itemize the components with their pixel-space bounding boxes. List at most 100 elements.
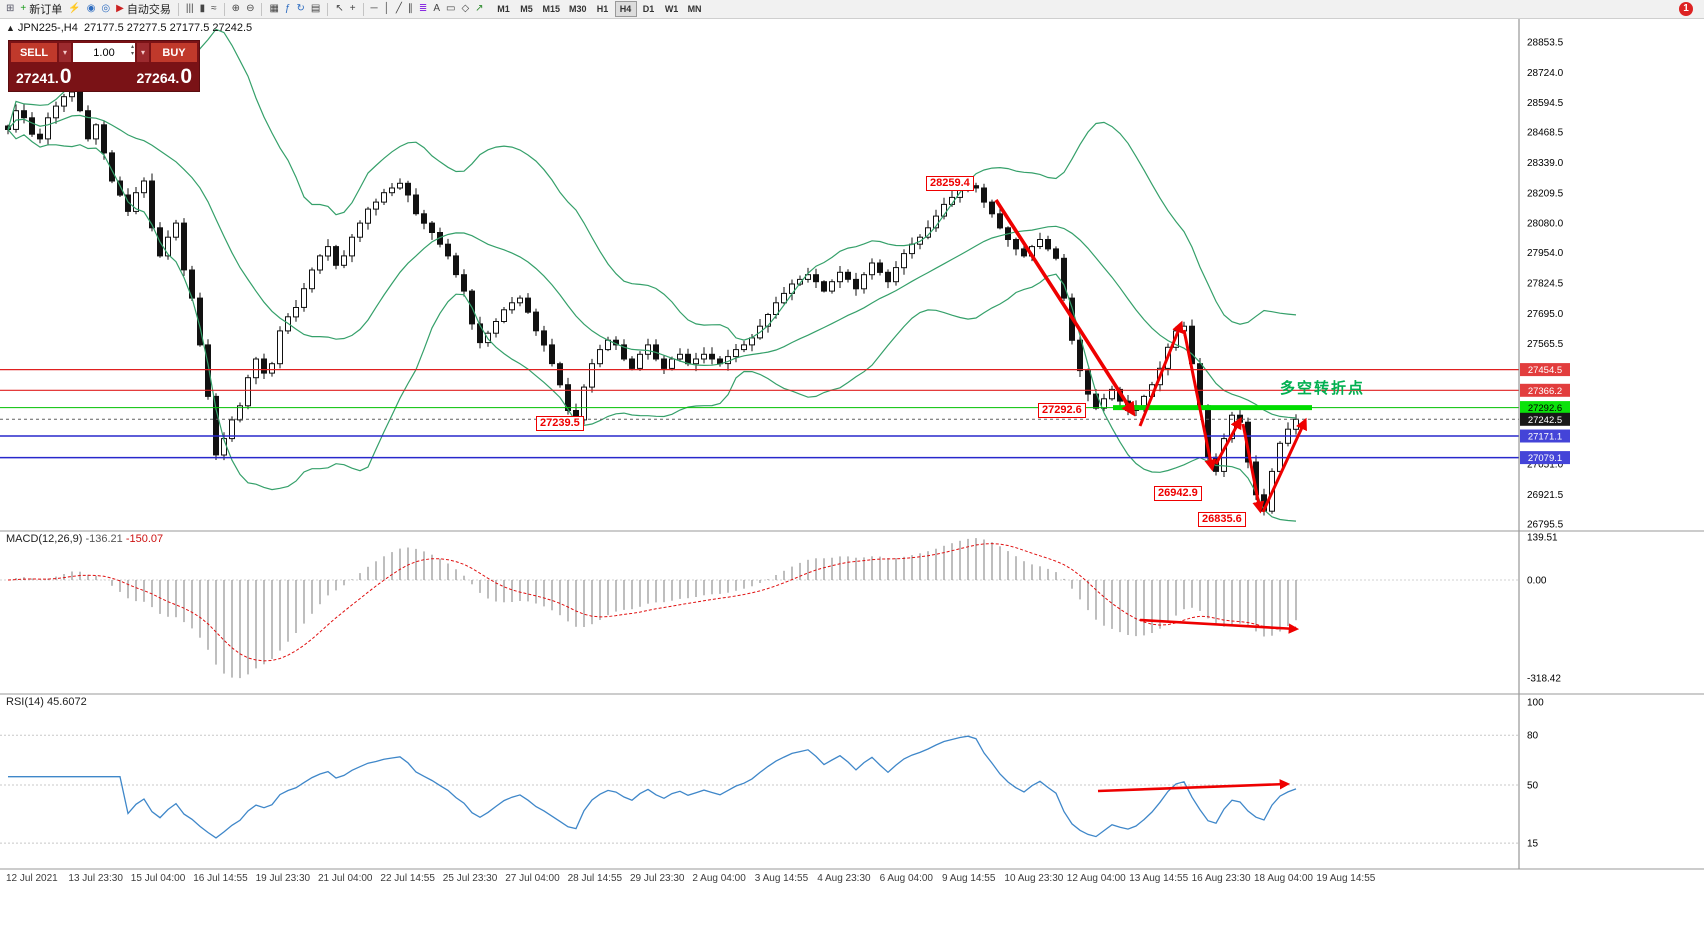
trend-arrow: [1097, 779, 1291, 793]
templates-button[interactable]: ▤: [308, 1, 323, 18]
price-callout[interactable]: 27239.5: [536, 416, 584, 431]
trend-arrow: [994, 199, 1136, 417]
svg-text:19 Jul 23:30: 19 Jul 23:30: [256, 873, 311, 884]
rsi-panel: 100 80 50 15: [0, 698, 1544, 850]
vertical-line-icon: │: [383, 3, 390, 14]
candlestick-chart-icon: ▮: [199, 3, 206, 14]
sell-dropdown-icon[interactable]: ▾: [59, 43, 71, 62]
tile-windows-icon: ▦: [269, 3, 279, 14]
buy-button[interactable]: BUY: [151, 43, 197, 62]
new-chart-button[interactable]: ⊞: [3, 1, 17, 18]
axes: 28853.5 28724.0 28594.5 28468.5 28339.0 28209…: [0, 18, 1704, 884]
shapes-button[interactable]: ◇: [458, 1, 472, 18]
market-watch-button[interactable]: ◉: [84, 1, 99, 18]
price-callout[interactable]: 26942.9: [1154, 486, 1202, 501]
indicators-icon: ƒ: [284, 3, 291, 14]
candlesticks: [5, 85, 1299, 516]
fibonacci-icon: ≣: [418, 3, 428, 14]
svg-text:13 Jul 23:30: 13 Jul 23:30: [68, 873, 123, 884]
text-label-button[interactable]: ▭: [443, 1, 458, 18]
fibonacci-button[interactable]: ≣: [416, 1, 430, 18]
symbol-ohlc-text: JPN225-,H4 27177.5 27277.5 27177.5 27242…: [17, 22, 253, 34]
svg-text:18 Aug 04:00: 18 Aug 04:00: [1254, 873, 1313, 884]
line-chart-icon: ≈: [211, 3, 217, 14]
new-order-button[interactable]: + 新订单: [17, 1, 65, 18]
svg-text:80: 80: [1527, 731, 1539, 742]
toolbar-separator: [327, 2, 329, 16]
volume-down-icon[interactable]: ▾: [130, 50, 134, 57]
refresh-button[interactable]: ↻: [293, 1, 307, 18]
svg-text:27 Jul 04:00: 27 Jul 04:00: [505, 873, 560, 884]
timeframe-m5-button[interactable]: M5: [515, 1, 538, 17]
horizontal-level-lines[interactable]: [0, 369, 1519, 459]
trendline-button[interactable]: ╱: [393, 1, 405, 18]
zoom-out-icon: ⊖: [246, 3, 255, 14]
timeframe-w1-button[interactable]: W1: [660, 1, 683, 17]
svg-text:28594.5: 28594.5: [1527, 98, 1564, 109]
notification-badge[interactable]: 1: [1679, 2, 1693, 16]
macd-label: MACD(12,26,9) -136.21 -150.07: [6, 533, 164, 545]
arrows-tool-button[interactable]: ↗: [472, 1, 486, 18]
volume-up-icon[interactable]: ▴: [130, 44, 134, 50]
buy-price[interactable]: 27264. 0: [136, 65, 192, 88]
sell-button[interactable]: SELL: [11, 43, 57, 62]
price-callout[interactable]: 26835.6: [1198, 512, 1246, 527]
line-chart-button[interactable]: ≈: [208, 1, 220, 18]
text-icon: A: [433, 3, 440, 14]
svg-text:27695.0: 27695.0: [1527, 309, 1564, 320]
macd-panel: 139.51 0.00 -318.42: [0, 533, 1561, 685]
sell-price[interactable]: 27241. 0: [16, 65, 72, 88]
buy-dropdown-icon[interactable]: ▾: [137, 43, 149, 62]
trend-arrow: [1139, 618, 1300, 634]
timeframe-h4-button[interactable]: H4: [614, 1, 637, 17]
trend-arrow: [1182, 329, 1217, 472]
horizontal-line-button[interactable]: ─: [368, 1, 381, 18]
macd-signal-value: -150.07: [125, 533, 164, 545]
data-window-button[interactable]: ◎: [98, 1, 113, 18]
svg-text:100: 100: [1527, 698, 1544, 709]
zoom-in-button[interactable]: ⊕: [229, 1, 243, 18]
svg-text:27565.5: 27565.5: [1527, 339, 1564, 350]
trend-arrow: [1214, 416, 1242, 465]
svg-text:27454.5: 27454.5: [1528, 365, 1562, 376]
timeframe-m1-button[interactable]: M1: [492, 1, 515, 17]
refresh-icon: ↻: [296, 3, 305, 14]
vertical-line-button[interactable]: │: [381, 1, 393, 18]
chart-text-annotation[interactable]: 多空转折点: [1280, 380, 1366, 397]
data-window-icon: ◎: [101, 3, 111, 14]
timeframe-m15-button[interactable]: M15: [538, 1, 565, 17]
timeframe-h1-button[interactable]: H1: [591, 1, 614, 17]
svg-text:28468.5: 28468.5: [1527, 128, 1564, 139]
equidistant-channel-button[interactable]: ∥: [405, 1, 416, 18]
rsi-label: RSI(14) 45.6072: [6, 696, 87, 708]
cursor-button[interactable]: ↖: [332, 1, 346, 18]
timeframe-mn-button[interactable]: MN: [683, 1, 706, 17]
volume-spinner: ▴ ▾: [131, 44, 134, 57]
svg-text:27366.2: 27366.2: [1528, 386, 1562, 397]
bar-chart-button[interactable]: |||: [183, 1, 197, 18]
price-callout[interactable]: 28259.4: [926, 176, 974, 191]
toolbar-separator: [177, 2, 179, 16]
volume-field[interactable]: 1.00 ▴ ▾: [73, 43, 135, 62]
tile-windows-button[interactable]: ▦: [266, 1, 281, 18]
zoom-out-button[interactable]: ⊖: [243, 1, 257, 18]
indicators-button[interactable]: ƒ: [282, 1, 294, 18]
templates-icon: ▤: [310, 3, 321, 14]
price-callout[interactable]: 27292.6: [1038, 403, 1086, 418]
svg-text:19 Aug 14:55: 19 Aug 14:55: [1316, 873, 1375, 884]
trendline-icon: ╱: [395, 3, 402, 14]
text-button[interactable]: A: [430, 1, 443, 18]
crosshair-button[interactable]: +: [347, 1, 359, 18]
svg-text:26795.5: 26795.5: [1527, 520, 1564, 531]
svg-text:50: 50: [1527, 781, 1539, 792]
scripts-button[interactable]: ⚡: [65, 1, 83, 18]
trend-arrows[interactable]: [994, 199, 1307, 793]
timeframe-d1-button[interactable]: D1: [637, 1, 660, 17]
autotrading-button[interactable]: ▶ 自动交易: [113, 1, 174, 18]
svg-text:29 Jul 23:30: 29 Jul 23:30: [630, 873, 685, 884]
candlestick-chart-button[interactable]: ▮: [197, 1, 209, 18]
svg-text:10 Aug 23:30: 10 Aug 23:30: [1004, 873, 1063, 884]
svg-text:22 Jul 14:55: 22 Jul 14:55: [380, 873, 435, 884]
timeframe-m30-button[interactable]: M30: [565, 1, 591, 17]
